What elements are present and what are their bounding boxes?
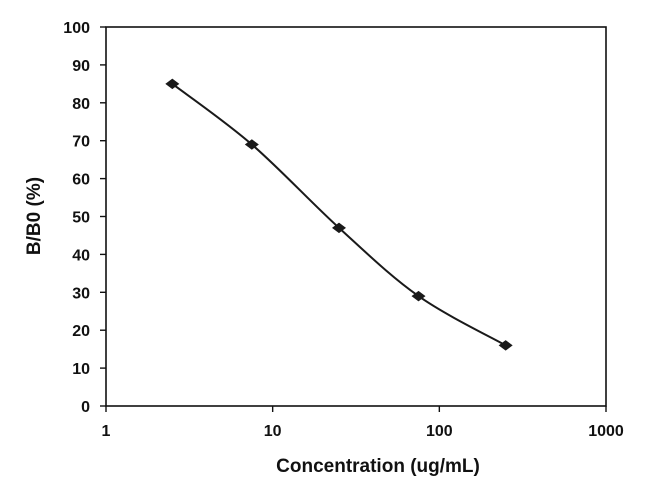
x-tick-label: 1000 xyxy=(588,423,624,440)
y-tick-label: 0 xyxy=(81,399,90,416)
series-line xyxy=(171,83,507,347)
x-tick-label: 10 xyxy=(264,423,282,440)
y-tick-label: 30 xyxy=(72,285,90,302)
y-tick-label: 100 xyxy=(63,20,90,37)
x-tick-label: 100 xyxy=(426,423,453,440)
y-axis-ticks: 0 10 20 30 40 50 60 70 80 90 100 xyxy=(63,20,106,416)
y-tick-label: 70 xyxy=(72,134,90,151)
plot-frame xyxy=(105,26,607,407)
y-tick-label: 10 xyxy=(72,361,90,378)
data-point-marker xyxy=(244,139,259,150)
y-axis-title: B/B0 (%) xyxy=(24,177,45,255)
y-tick-label: 80 xyxy=(72,96,90,113)
data-point-marker xyxy=(165,78,180,90)
data-point-marker xyxy=(331,222,346,234)
y-tick-label: 60 xyxy=(72,172,90,189)
y-tick-label: 20 xyxy=(72,323,90,340)
series-markers xyxy=(165,78,513,351)
data-point-marker xyxy=(498,340,513,351)
data-point-marker xyxy=(411,290,426,302)
x-tick-label: 1 xyxy=(102,423,111,440)
y-tick-label: 90 xyxy=(72,58,90,75)
y-tick-label: 50 xyxy=(72,210,90,227)
x-axis-ticks: 1 10 100 1000 xyxy=(102,406,624,440)
y-tick-label: 40 xyxy=(72,247,90,264)
x-axis-title: Concentration (ug/mL) xyxy=(276,456,480,477)
